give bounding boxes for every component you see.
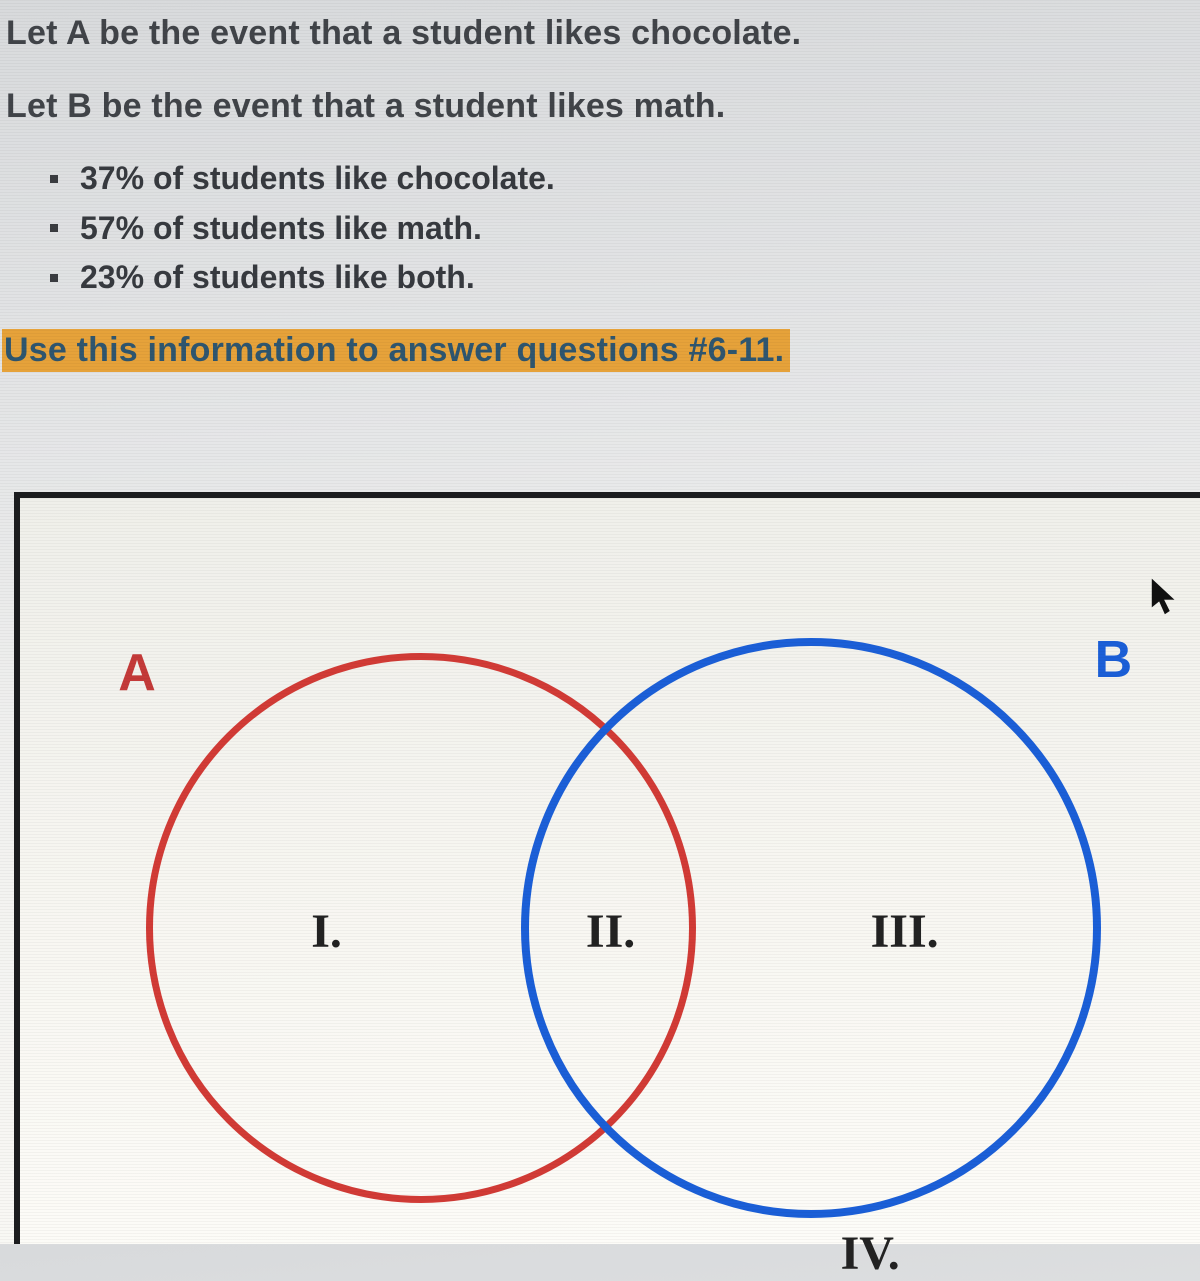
bullet-text: 57% of students like math.	[80, 204, 482, 254]
bullet-item: 57% of students like math.	[50, 204, 1200, 254]
venn-label-b: B	[1095, 630, 1133, 690]
problem-text-block: Let A be the event that a student likes …	[0, 0, 1200, 372]
venn-diagram: A B I. II. III. IV.	[20, 498, 1200, 1244]
venn-label-a: A	[118, 643, 156, 703]
bullet-item: 23% of students like both.	[50, 253, 1200, 303]
instruction-highlight: Use this information to answer questions…	[2, 329, 790, 372]
venn-region-3: III.	[871, 904, 939, 959]
event-b-definition: Let B be the event that a student likes …	[0, 87, 1200, 126]
venn-region-1: I.	[311, 904, 342, 959]
bullet-text: 37% of students like chocolate.	[80, 154, 555, 204]
bullet-item: 37% of students like chocolate.	[50, 154, 1200, 204]
instruction-wrap: Use this information to answer questions…	[0, 329, 1200, 372]
bullet-dot-icon	[50, 224, 58, 232]
venn-region-4: IV.	[841, 1226, 900, 1281]
venn-region-2: II.	[586, 904, 635, 959]
event-a-definition: Let A be the event that a student likes …	[0, 14, 1200, 53]
bullet-text: 23% of students like both.	[80, 253, 475, 303]
bullet-list: 37% of students like chocolate. 57% of s…	[0, 154, 1200, 303]
bullet-dot-icon	[50, 274, 58, 282]
venn-diagram-container: A B I. II. III. IV.	[14, 492, 1200, 1244]
bullet-dot-icon	[50, 175, 58, 183]
